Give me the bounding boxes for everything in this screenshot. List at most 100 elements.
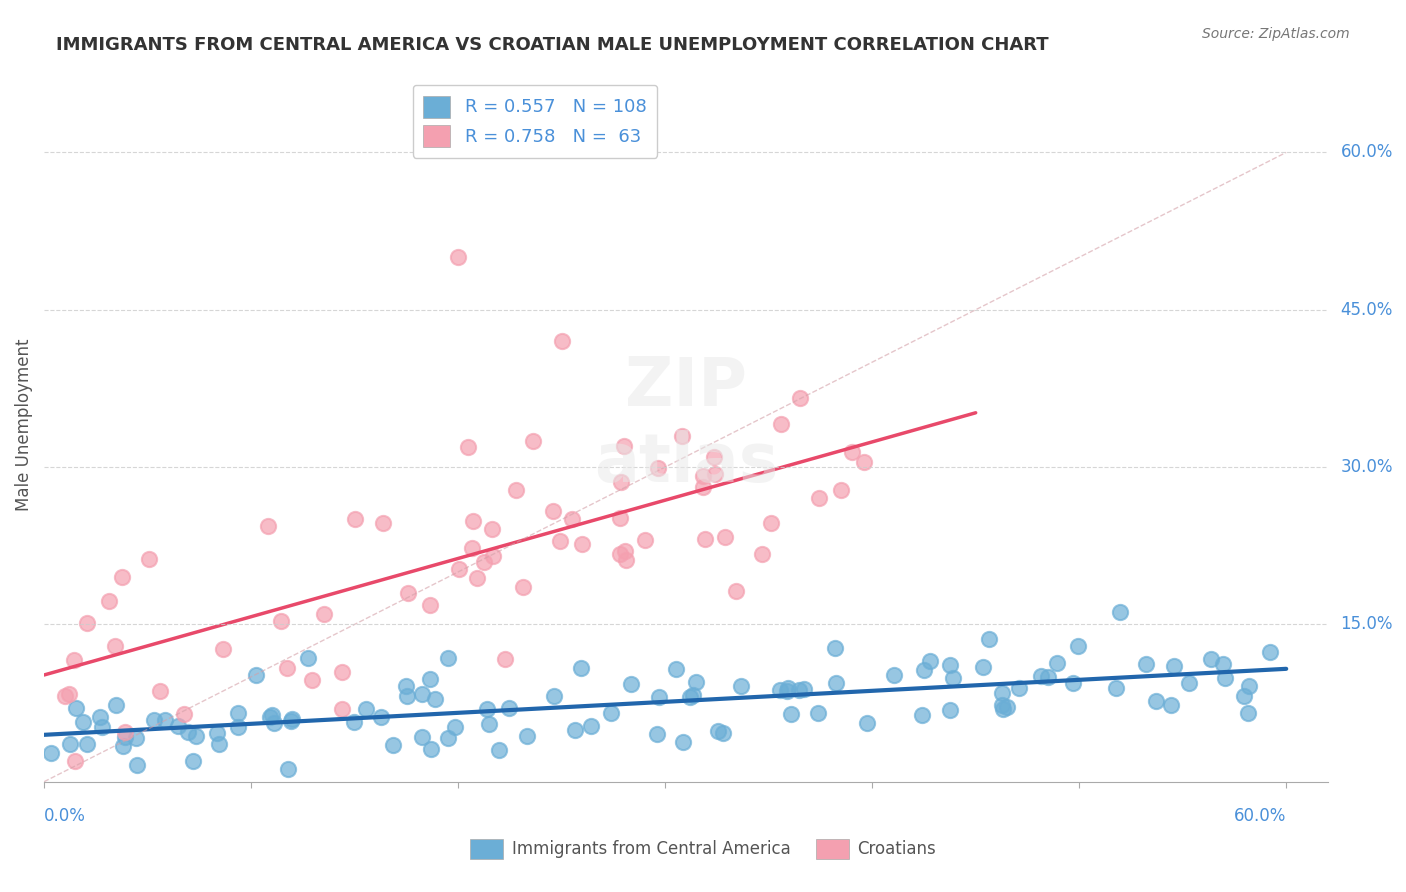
blue	[543, 689, 565, 703]
pink	[634, 533, 657, 548]
blue	[990, 686, 1012, 700]
blue	[1237, 679, 1260, 693]
Text: 15.0%: 15.0%	[1340, 615, 1393, 633]
blue	[105, 698, 128, 712]
blue	[1178, 676, 1201, 690]
blue	[177, 724, 200, 739]
blue	[181, 754, 204, 768]
blue	[259, 710, 281, 724]
blue	[648, 690, 671, 705]
blue	[395, 689, 418, 703]
blue	[569, 661, 592, 675]
pink	[482, 549, 505, 564]
pink	[149, 684, 172, 698]
blue	[776, 683, 799, 698]
pink	[460, 541, 482, 555]
blue	[679, 690, 702, 704]
blue	[477, 702, 499, 716]
pink	[312, 607, 335, 622]
blue	[437, 731, 460, 745]
Legend: R = 0.557   N = 108, R = 0.758   N =  63: R = 0.557 N = 108, R = 0.758 N = 63	[412, 85, 658, 158]
blue	[1212, 657, 1234, 671]
blue	[516, 729, 538, 743]
Text: 30.0%: 30.0%	[1340, 458, 1393, 476]
Text: 45.0%: 45.0%	[1340, 301, 1393, 318]
blue	[939, 657, 962, 672]
pink	[396, 586, 419, 600]
blue	[114, 730, 136, 744]
blue	[382, 738, 405, 752]
blue	[1067, 640, 1090, 654]
pink	[419, 598, 441, 612]
pink	[830, 483, 852, 497]
pink	[472, 555, 495, 569]
pink	[53, 690, 76, 704]
blue	[1109, 606, 1132, 620]
blue	[125, 758, 148, 772]
pink	[344, 512, 367, 526]
blue	[89, 710, 111, 724]
blue	[1163, 659, 1185, 673]
blue	[277, 762, 299, 776]
blue	[59, 737, 82, 751]
pink	[692, 480, 714, 494]
blue	[912, 664, 935, 678]
blue	[911, 707, 934, 722]
blue	[730, 679, 752, 693]
pink	[505, 483, 527, 497]
blue	[488, 742, 510, 756]
blue	[411, 688, 433, 702]
pink	[714, 530, 737, 544]
pink	[114, 725, 136, 739]
blue	[420, 742, 443, 756]
pink	[457, 440, 479, 454]
Text: ZIP
atlas: ZIP atlas	[593, 354, 778, 496]
pink	[371, 516, 394, 531]
pink	[543, 503, 565, 517]
blue	[599, 706, 621, 721]
blue	[1046, 656, 1069, 670]
blue	[39, 746, 62, 760]
pink	[759, 516, 782, 530]
pink	[808, 491, 831, 505]
pink	[76, 616, 98, 631]
blue	[977, 632, 1000, 647]
blue	[226, 720, 249, 734]
pink	[725, 583, 748, 598]
blue	[995, 699, 1018, 714]
blue	[620, 677, 643, 691]
pink	[548, 534, 571, 549]
pink	[211, 641, 233, 656]
blue	[297, 650, 319, 665]
blue	[395, 679, 418, 693]
blue	[1144, 694, 1167, 708]
blue	[1160, 698, 1182, 713]
blue	[125, 731, 148, 745]
pink	[330, 701, 353, 715]
blue	[1199, 651, 1222, 665]
pink	[270, 615, 292, 629]
pink	[770, 417, 793, 431]
blue	[1258, 645, 1281, 659]
blue	[437, 651, 460, 665]
blue	[711, 726, 734, 740]
blue	[281, 712, 304, 726]
blue	[354, 702, 377, 716]
blue	[444, 720, 467, 734]
pink	[692, 468, 714, 483]
blue	[260, 708, 283, 723]
pink	[671, 428, 693, 442]
pink	[58, 687, 80, 701]
pink	[751, 547, 773, 561]
blue	[942, 672, 965, 686]
pink	[789, 392, 811, 406]
pink	[447, 250, 470, 264]
pink	[332, 665, 354, 679]
blue	[112, 739, 135, 754]
blue	[672, 735, 695, 749]
blue	[207, 726, 229, 740]
blue	[685, 674, 707, 689]
blue	[1008, 681, 1031, 695]
pink	[111, 570, 134, 584]
blue	[665, 662, 688, 676]
